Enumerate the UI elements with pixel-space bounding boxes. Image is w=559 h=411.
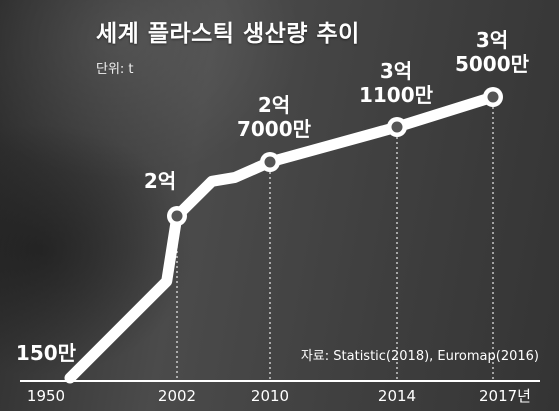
x-tick-label-2017: 2017년 (479, 387, 531, 405)
data-point-inner-2014 (391, 121, 403, 133)
x-tick-label-1950: 1950 (27, 387, 65, 405)
chart-title: 세계 플라스틱 생산량 추이 (96, 21, 360, 47)
data-point-inner-2002 (171, 210, 183, 222)
data-point-inner-2010 (264, 156, 276, 168)
data-label-2010: 2억 7000만 (237, 93, 312, 141)
data-label-2017: 3억 5000만 (455, 28, 530, 76)
unit-label: 단위: t (96, 62, 134, 77)
x-tick-label-2010: 2010 (251, 387, 289, 405)
data-label-2002: 2억 (144, 169, 176, 193)
data-point-inner-2017 (487, 91, 499, 103)
series-line (64, 91, 499, 384)
source-note: 자료: Statistic(2018), Euromap(2016) (300, 349, 539, 364)
x-tick-label-2002: 2002 (158, 387, 196, 405)
data-label-1950: 150만 (16, 341, 77, 365)
data-label-2014: 3억 1100만 (359, 59, 434, 107)
x-tick-label-2014: 2014 (378, 387, 416, 405)
